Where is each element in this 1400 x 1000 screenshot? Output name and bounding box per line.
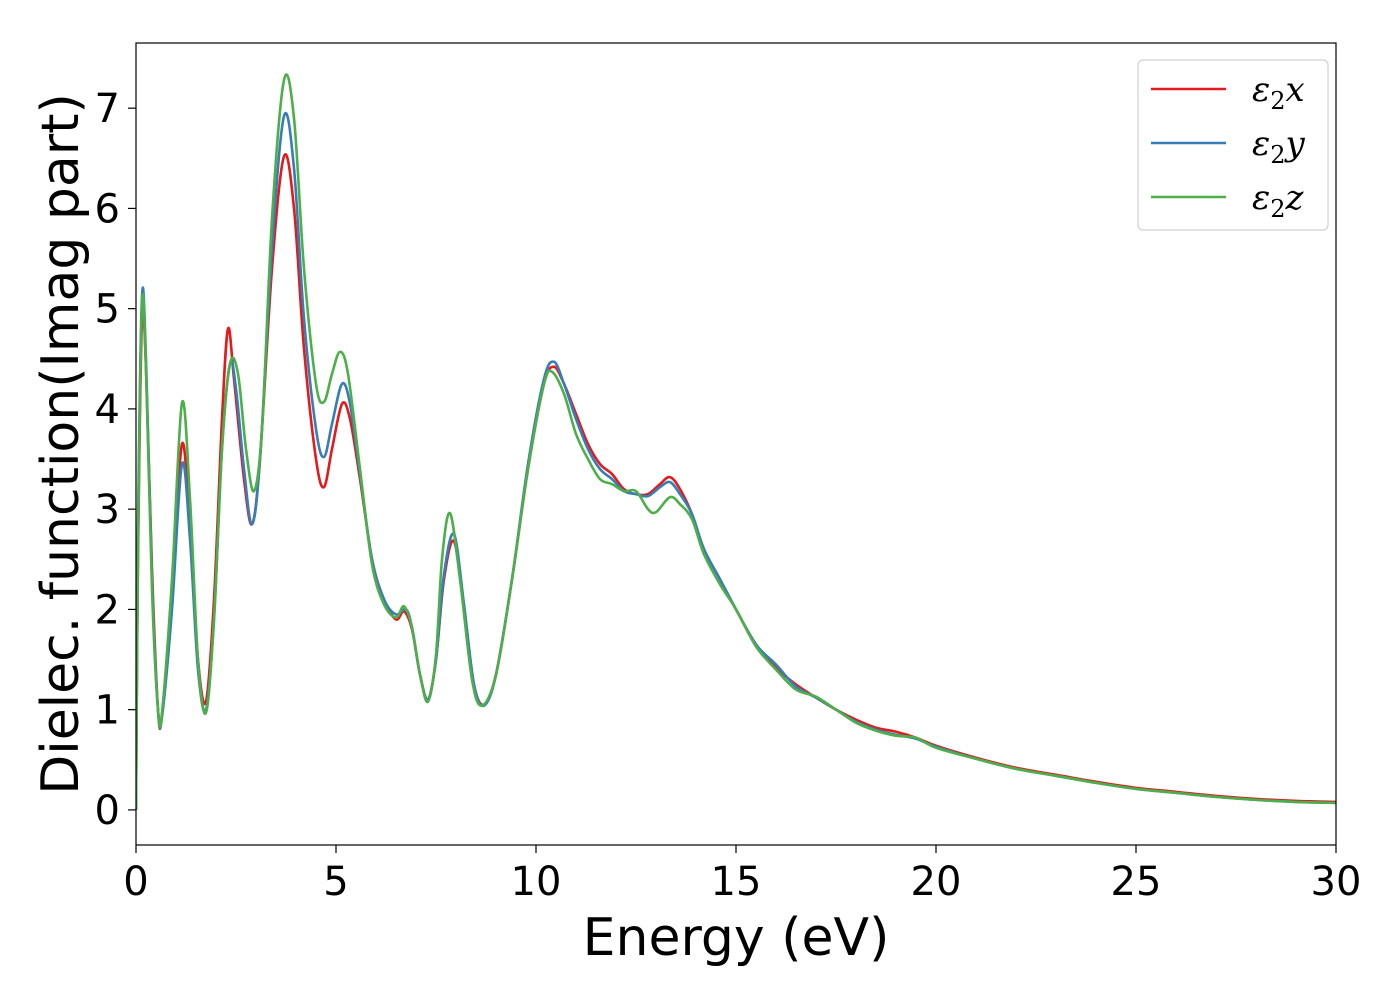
x-tick-label: 20 — [911, 859, 962, 905]
y-tick-label: 7 — [95, 86, 120, 132]
y-tick-label: 6 — [95, 186, 120, 232]
y-tick-label: 4 — [95, 387, 120, 433]
y-axis-ticks: 0 1 2 3 4 5 6 7 — [95, 86, 136, 834]
legend-box — [1137, 59, 1329, 231]
y-tick-label: 1 — [95, 688, 120, 734]
y-axis-label: Dielec. function(Imag part) — [31, 93, 91, 795]
legend-label-y: ε2y — [1252, 124, 1306, 169]
x-axis-label: Energy (eV) — [583, 908, 890, 968]
x-tick-label: 10 — [511, 859, 562, 905]
x-tick-label: 30 — [1311, 859, 1362, 905]
x-tick-label: 15 — [711, 859, 762, 905]
y-tick-label: 2 — [95, 587, 120, 633]
x-tick-label: 5 — [323, 859, 348, 905]
legend-label-x: ε2x — [1252, 70, 1305, 115]
x-tick-label: 0 — [123, 859, 148, 905]
legend-label-z: ε2z — [1252, 178, 1305, 223]
plot-lines — [136, 73, 1336, 810]
legend: ε2x ε2y ε2z — [1137, 59, 1329, 231]
x-tick-label: 25 — [1111, 859, 1162, 905]
y-tick-label: 0 — [95, 788, 120, 834]
y-tick-label: 3 — [95, 487, 120, 533]
x-axis-ticks: 0 5 10 15 20 25 30 — [123, 845, 1361, 905]
y-tick-label: 5 — [95, 287, 120, 333]
series-line-z — [136, 73, 1336, 810]
